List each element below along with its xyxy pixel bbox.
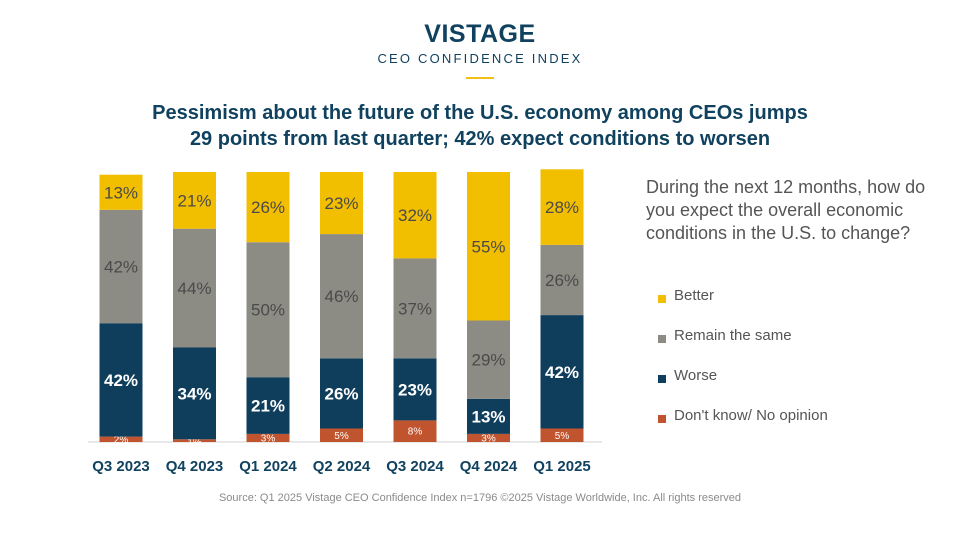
data-label-same-1: 44% [177,279,211,298]
title-line-2: 29 points from last quarter; 42% expect … [189,128,771,150]
data-label-better-4: 32% [398,206,432,225]
legend-swatch-dont_know [658,415,666,423]
legend-label-same: Remain the same [674,327,792,344]
bar-segment-better-1 [173,172,216,229]
bar-segment-better-4 [393,172,437,259]
brand-subtitle: CEO CONFIDENCE INDEX [377,51,583,66]
bar-segment-better-5 [467,172,510,321]
bar-segment-same-4 [393,258,437,359]
data-label-better-2: 26% [251,198,285,217]
bar-segment-dont_know-4 [393,420,437,442]
x-tick-label-2: Q1 2024 [239,458,297,475]
data-label-better-1: 21% [177,191,211,210]
bar-segment-better-3 [320,172,363,235]
bar-segment-worse-4 [393,358,437,421]
bar-segment-better-0 [99,174,143,210]
data-label-same-5: 29% [471,351,505,370]
bar-segment-better-2 [246,172,290,243]
data-label-worse-1: 34% [177,384,211,403]
bar-segment-dont_know-5 [467,433,510,442]
data-label-same-4: 37% [398,299,432,318]
data-label-worse-5: 13% [471,407,505,426]
data-label-dont_know-3: 5% [334,431,349,442]
bar-segment-dont_know-2 [246,433,290,442]
data-label-same-3: 46% [324,287,358,306]
bar-segment-same-5 [467,320,510,399]
bar-segment-dont_know-6 [540,428,584,442]
data-label-dont_know-5: 3% [481,433,496,444]
legend-label-dont_know: Don't know/ No opinion [674,407,828,424]
brand-divider [466,77,494,79]
data-label-same-2: 50% [251,301,285,320]
bar-segment-dont_know-0 [99,436,143,442]
data-label-same-0: 42% [104,258,138,277]
bar-segment-worse-1 [173,347,216,440]
bar-segment-better-6 [540,169,584,245]
legend-swatch-better [658,295,666,303]
x-tick-label-0: Q3 2023 [92,458,150,475]
x-tick-label-4: Q3 2024 [386,458,444,475]
legend-label-worse: Worse [674,367,718,384]
bar-segment-same-2 [246,242,290,378]
page-title: Pessimism about the future of the U.S. e… [60,100,900,152]
data-label-dont_know-6: 5% [555,431,570,442]
survey-question: During the next 12 months, how do you ex… [646,177,926,243]
bar-segment-dont_know-1 [173,439,216,442]
bar-segment-worse-0 [99,323,143,437]
bar-segment-worse-3 [320,358,363,429]
data-label-dont_know-0: 2% [114,435,129,446]
data-label-better-3: 23% [324,194,358,213]
data-label-worse-3: 26% [324,384,358,403]
legend-swatch-worse [658,375,666,383]
data-label-dont_know-4: 8% [408,427,423,438]
data-label-worse-2: 21% [251,397,285,416]
bar-segment-worse-5 [467,398,510,434]
bar-segment-same-1 [173,228,216,348]
x-tick-label-5: Q4 2024 [460,458,518,475]
bar-segment-same-6 [540,244,584,316]
bar-segment-worse-2 [246,377,290,434]
bar-segment-dont_know-3 [320,428,363,442]
legend-label-better: Better [674,287,715,304]
bar-segment-worse-6 [540,315,584,429]
title-line-1: Pessimism about the future of the U.S. e… [152,102,808,124]
data-label-better-5: 55% [471,237,505,256]
legend-swatch-same [658,335,666,343]
data-label-worse-4: 23% [398,380,432,399]
data-label-dont_know-1: 1% [187,437,202,448]
x-tick-label-6: Q1 2025 [533,458,591,475]
data-label-dont_know-2: 3% [261,433,276,444]
data-label-better-0: 13% [104,183,138,202]
x-tick-label-3: Q2 2024 [313,458,371,475]
bar-segment-same-3 [320,234,363,359]
source-note: Source: Q1 2025 Vistage CEO Confidence I… [218,492,742,504]
data-label-better-6: 28% [545,198,579,217]
data-label-worse-0: 42% [104,371,138,390]
brand-logo: VISTAGE [424,20,536,48]
x-tick-label-1: Q4 2023 [166,458,224,475]
data-label-worse-6: 42% [545,363,579,382]
bar-segment-same-0 [99,209,143,324]
data-label-same-6: 26% [545,271,579,290]
